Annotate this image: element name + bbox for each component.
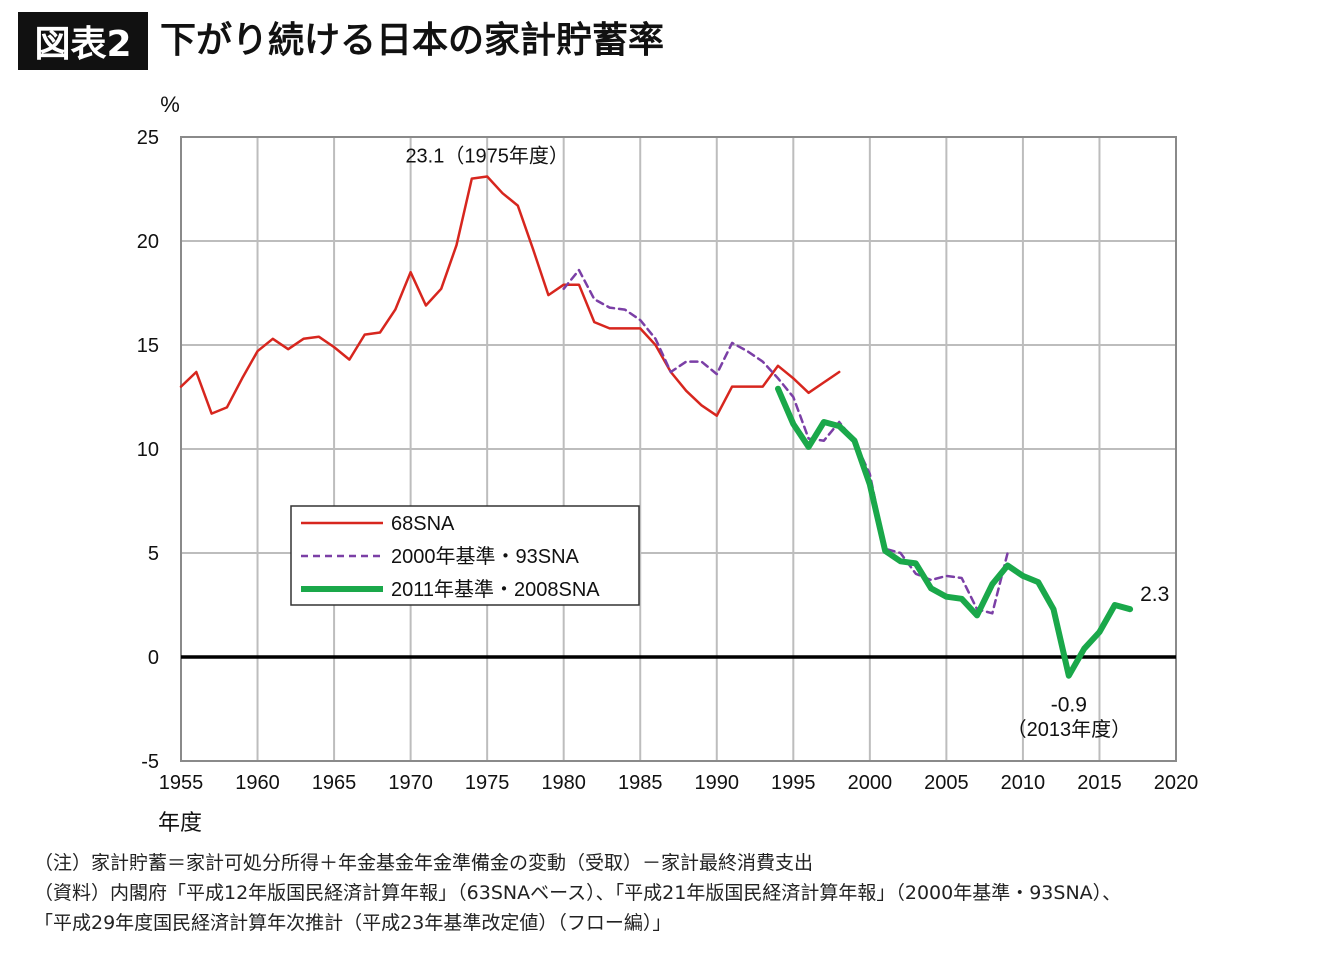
series-line-2 xyxy=(562,268,1009,615)
chart-title: 下がり続ける日本の家計貯蓄率 xyxy=(160,20,665,61)
x-tick-label: 1975 xyxy=(465,772,510,794)
x-tick-label: 1985 xyxy=(618,772,663,794)
annotation-1: 23.1（1975年度） xyxy=(405,145,568,168)
x-tick-label: 1960 xyxy=(235,772,280,794)
x-tick-label: 2015 xyxy=(1077,772,1122,794)
y-tick-label: 20 xyxy=(137,231,159,253)
x-axis-label: 年度 xyxy=(158,810,202,835)
x-tick-label: 1990 xyxy=(695,772,740,794)
x-tick-label: 2010 xyxy=(1001,772,1046,794)
legend-label-3: 2011年基準・2008SNA xyxy=(391,578,600,601)
legend-label-2: 2000年基準・93SNA xyxy=(391,545,580,568)
x-tick-label: 1965 xyxy=(312,772,357,794)
plot-frame xyxy=(180,136,1177,762)
source-line: （資料）内閣府「平成12年版国民経済計算年報」（63SNAベース）、「平成21年… xyxy=(34,882,1122,904)
annotation-3: -0.9 xyxy=(1051,694,1087,717)
x-tick-label: 1970 xyxy=(388,772,433,794)
x-tick-label: 1995 xyxy=(771,772,816,794)
y-tick-label: 15 xyxy=(137,335,159,357)
x-tick-label: 2005 xyxy=(924,772,969,794)
legend-label-1: 68SNA xyxy=(391,513,455,535)
figure-badge: 図表2 xyxy=(18,12,148,70)
y-tick-label: -5 xyxy=(141,751,159,773)
y-axis-label: % xyxy=(160,92,180,117)
series-line-3 xyxy=(775,385,1134,679)
annotation-4: （2013年度） xyxy=(1007,718,1132,741)
y-tick-label: 0 xyxy=(148,647,159,669)
y-tick-label: 10 xyxy=(137,439,159,461)
annotation-2: 2.3 xyxy=(1140,583,1169,606)
x-tick-label: 2000 xyxy=(848,772,893,794)
footnotes: （注）家計貯蓄＝家計可処分所得＋年金基金年金準備金の変動（受取）－家計最終消費支… xyxy=(34,848,1121,938)
y-tick-label: 25 xyxy=(137,127,159,149)
series-line-1 xyxy=(179,175,841,417)
x-tick-label: 1955 xyxy=(159,772,204,794)
source-line-continued: 「平成29年度国民経済計算年次推計（平成23年基準改定値）（フロー編）」 xyxy=(34,912,672,934)
y-tick-label: 5 xyxy=(148,543,159,565)
note-line: （注）家計貯蓄＝家計可処分所得＋年金基金年金準備金の変動（受取）－家計最終消費支… xyxy=(34,852,814,874)
x-tick-label: 1980 xyxy=(541,772,586,794)
x-tick-label: 2020 xyxy=(1154,772,1199,794)
